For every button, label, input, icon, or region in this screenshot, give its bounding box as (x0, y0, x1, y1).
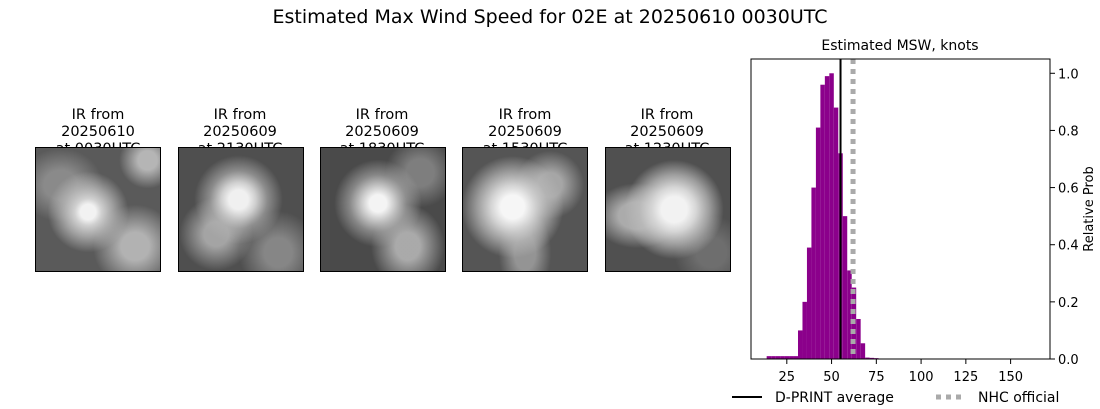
y-tick-label: 1.0 (1058, 67, 1079, 82)
histogram-bar (780, 356, 785, 359)
histogram-bar (784, 356, 790, 359)
x-tick-label: 125 (953, 370, 978, 385)
histogram-bar (847, 270, 852, 359)
figure-title: Estimated Max Wind Speed for 02E at 2025… (272, 6, 828, 28)
chart-title: Estimated MSW, knots (821, 38, 978, 54)
histogram-bar (771, 356, 776, 359)
x-tick-label: 75 (868, 370, 885, 385)
legend: D-PRINT average NHC official (732, 390, 1059, 406)
histogram-bar (860, 343, 866, 359)
histogram-bar (869, 357, 875, 359)
x-tick-label: 25 (779, 370, 796, 385)
histogram-bar (806, 247, 812, 359)
histogram-bar (775, 356, 781, 359)
histogram-bar (820, 84, 825, 359)
histogram-bar (802, 301, 807, 359)
histogram-bar (842, 216, 848, 359)
histogram-bar (815, 127, 821, 359)
y-axis-label: Relative Prob (1082, 166, 1097, 251)
histogram-bar (824, 76, 830, 360)
x-tick-label: 150 (998, 370, 1023, 385)
histogram-bar (793, 356, 798, 359)
histogram-bar (789, 356, 794, 359)
plot-frame (750, 58, 1051, 360)
ir-satellite-image-2 (178, 147, 304, 272)
histogram-bar (797, 330, 803, 359)
y-tick-label: 0.8 (1058, 124, 1079, 139)
y-tick-label: 0.0 (1058, 353, 1079, 368)
histogram-bar (811, 187, 816, 359)
ir-satellite-image-4 (462, 147, 588, 272)
legend-nhc-label: NHC official (978, 390, 1059, 406)
legend-dprint-label: D-PRINT average (775, 390, 894, 406)
y-tick-label: 0.4 (1058, 239, 1079, 254)
ir-satellite-image-1 (35, 147, 161, 272)
y-tick-label: 0.2 (1058, 296, 1079, 311)
histogram-bar (865, 357, 870, 359)
histogram-bar (766, 356, 772, 359)
histogram-bar (833, 107, 839, 359)
x-tick-label: 50 (823, 370, 840, 385)
ir-satellite-image-3 (320, 147, 446, 272)
histogram-bar (829, 73, 834, 360)
ir-satellite-image-5 (605, 147, 731, 272)
y-tick-label: 0.6 (1058, 182, 1079, 197)
histogram-bar (856, 319, 861, 359)
x-tick-label: 100 (909, 370, 934, 385)
